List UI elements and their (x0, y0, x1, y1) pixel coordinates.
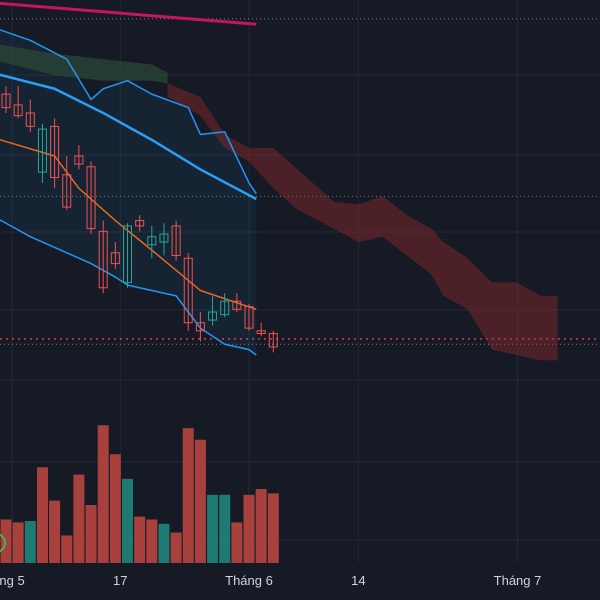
volume-bar (0, 519, 12, 563)
candle (147, 225, 157, 259)
marker-layer (0, 533, 6, 553)
volume-bar (255, 489, 267, 563)
volume-bar (61, 535, 73, 563)
candle (208, 295, 218, 326)
volume-bar (97, 425, 109, 563)
volume-bar (49, 500, 61, 563)
candle-body (74, 155, 84, 165)
candle-body (220, 300, 230, 316)
candle-body (244, 306, 254, 329)
volume-bar (231, 522, 243, 563)
volume-bar (12, 522, 24, 563)
candle (195, 312, 205, 342)
candle (268, 330, 278, 353)
candle (220, 293, 230, 318)
x-tick-label: 14 (351, 573, 365, 588)
x-tick-label: 17 (113, 573, 127, 588)
ichimoku-cloud-bearish (167, 83, 558, 361)
volume-bar (194, 439, 206, 563)
candle-body (50, 125, 60, 179)
x-tick-label: Tháng 6 (225, 573, 273, 588)
candle-body (86, 166, 96, 230)
moving-average-long-line (0, 1, 257, 26)
candle-body (110, 252, 120, 265)
grid (0, 0, 600, 563)
bollinger-middle-line (0, 73, 257, 201)
candle-body (123, 225, 132, 283)
candle (1, 86, 11, 113)
candle (159, 223, 169, 256)
candle-body (208, 311, 218, 321)
candle-body (268, 333, 278, 348)
volume-bar (182, 428, 194, 563)
volume-bar (146, 519, 158, 563)
candle-body (135, 220, 145, 227)
x-tick-label: ng 5 (0, 573, 25, 588)
bollinger-upper-line (0, 29, 257, 195)
candle-body (256, 330, 266, 335)
volume-bar (85, 505, 97, 563)
candle (256, 322, 266, 337)
candle-body (1, 93, 11, 109)
candle (74, 145, 84, 170)
candle (37, 123, 47, 183)
signal-marker (0, 533, 6, 553)
candle (135, 215, 145, 232)
candle (50, 118, 60, 189)
candle-body (98, 230, 108, 289)
time-axis-background (0, 564, 600, 600)
candle (244, 303, 254, 331)
candle-layer (1, 86, 278, 353)
candle (171, 220, 181, 261)
volume-bar (134, 516, 146, 563)
candle-body (25, 112, 35, 127)
candle (86, 161, 96, 234)
candle (183, 252, 193, 331)
candle (13, 86, 23, 119)
candle-body (232, 300, 242, 310)
candle-body (183, 257, 193, 324)
candle-body (159, 233, 169, 243)
volume-bar (158, 523, 170, 563)
candle-body (195, 322, 205, 332)
candle-body (147, 236, 157, 246)
candle (25, 99, 35, 132)
volume-bar (109, 454, 121, 563)
candle-body (37, 128, 47, 173)
volume-bar (122, 478, 133, 563)
x-tick-label: Tháng 7 (494, 573, 542, 588)
candle-body (171, 225, 181, 257)
candle (123, 223, 132, 288)
candle (98, 220, 108, 294)
volume-bar (243, 494, 255, 563)
time-axis: ng 5 17 Tháng 6 14 Tháng 7 (0, 564, 600, 600)
candle-body (62, 174, 72, 208)
ichimoku-cloud-bullish (0, 44, 168, 84)
candle-body (13, 104, 23, 117)
volume-bar (36, 467, 48, 563)
candle (62, 156, 72, 210)
volume-layer (0, 425, 279, 563)
volume-bar (170, 532, 182, 563)
candle (232, 293, 242, 312)
volume-bar (207, 494, 219, 563)
candle (110, 242, 120, 269)
volume-bar (73, 474, 85, 563)
volume-bar (24, 520, 36, 563)
volume-bar (219, 494, 231, 563)
volume-bar (267, 493, 279, 563)
